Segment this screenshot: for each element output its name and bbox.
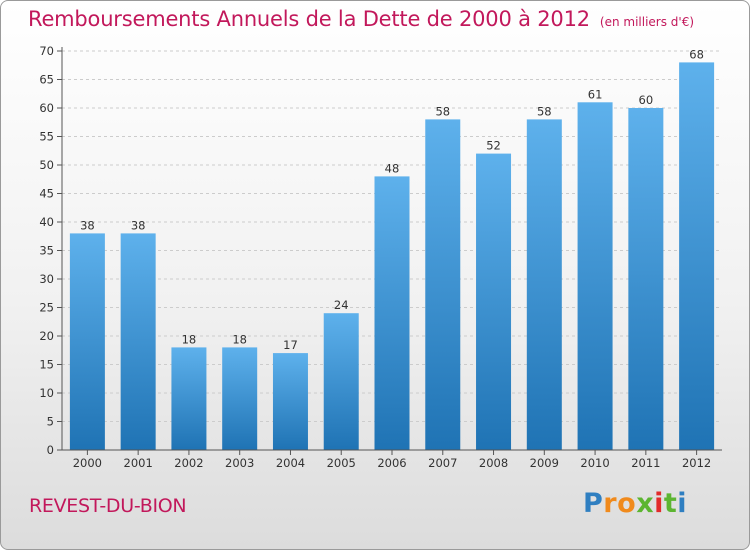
chart-title-row: Remboursements Annuels de la Dette de 20… [28, 7, 694, 31]
bar [577, 102, 613, 451]
y-tick-label: 15 [39, 358, 54, 372]
y-tick-label: 65 [39, 73, 54, 87]
y-tick-label: 55 [39, 130, 54, 144]
logo-letter: x [636, 488, 655, 519]
x-tick-label: 2012 [682, 456, 711, 470]
x-tick-label: 2004 [276, 456, 305, 470]
x-tick-label: 2007 [428, 456, 457, 470]
bar-value-label: 18 [232, 332, 247, 346]
y-tick-label: 45 [39, 187, 54, 201]
x-tick-label: 2005 [327, 456, 356, 470]
bar [120, 233, 156, 450]
logo-letter: o [617, 488, 637, 519]
y-tick-label: 10 [39, 386, 54, 400]
bar [476, 153, 512, 450]
x-tick-label: 2001 [124, 456, 153, 470]
bar-value-label: 38 [80, 218, 95, 232]
logo-letter: r [603, 488, 618, 519]
y-tick-label: 0 [47, 443, 54, 457]
logo-letter: P [583, 488, 604, 519]
bar-value-label: 58 [435, 104, 450, 118]
bar [628, 108, 664, 450]
chart-subtitle: (en milliers d'€) [599, 15, 695, 29]
y-tick-label: 40 [39, 215, 54, 229]
x-tick-label: 2003 [225, 456, 254, 470]
y-tick-label: 35 [39, 244, 54, 258]
chart-title: Remboursements Annuels de la Dette de 20… [28, 7, 590, 31]
y-tick-label: 5 [47, 415, 54, 429]
bar-value-label: 52 [486, 139, 501, 153]
y-tick-label: 30 [39, 272, 54, 286]
logo-letter: i [677, 488, 688, 519]
axes: 0 5 10 15 20 25 30 35 40 45 50 55 60 65 70 2000 2001 2002… [39, 44, 722, 470]
bar-value-label: 58 [537, 104, 552, 118]
bar [171, 347, 207, 450]
bar [526, 119, 562, 451]
bar [374, 176, 410, 450]
bar-value-label: 17 [283, 338, 298, 352]
x-tick-label: 2006 [377, 456, 406, 470]
bar-value-label: 61 [588, 87, 603, 101]
x-tick-label: 2011 [631, 456, 660, 470]
bar [323, 313, 359, 450]
x-tick-label: 2000 [73, 456, 102, 470]
x-tick-label: 2009 [530, 456, 559, 470]
x-tick-label: 2010 [580, 456, 609, 470]
logo-letter: t [663, 488, 678, 519]
bar [679, 62, 715, 451]
y-tick-label: 70 [39, 44, 54, 58]
bar-value-label: 18 [182, 332, 197, 346]
y-tick-label: 60 [39, 101, 54, 115]
y-tick-label: 50 [39, 158, 54, 172]
bars: 38 38 18 18 17 24 48 58 52 58 61 60 68 [69, 47, 715, 451]
bar-value-label: 38 [131, 218, 146, 232]
y-tick-label: 25 [39, 301, 54, 315]
bar [222, 347, 258, 450]
proxiti-logo: Proxiti [583, 488, 687, 519]
commune-name: REVEST-DU-BION [29, 495, 187, 517]
x-tick-label: 2008 [479, 456, 508, 470]
bar-value-label: 24 [334, 298, 349, 312]
logo-letter: i [654, 488, 664, 519]
y-tick-label: 20 [39, 329, 54, 343]
bar-value-label: 60 [639, 93, 654, 107]
bar [272, 353, 308, 450]
x-tick-label: 2002 [174, 456, 203, 470]
bar-value-label: 68 [689, 47, 704, 61]
bar [69, 233, 105, 450]
bar [425, 119, 461, 451]
bar-value-label: 48 [385, 161, 400, 175]
